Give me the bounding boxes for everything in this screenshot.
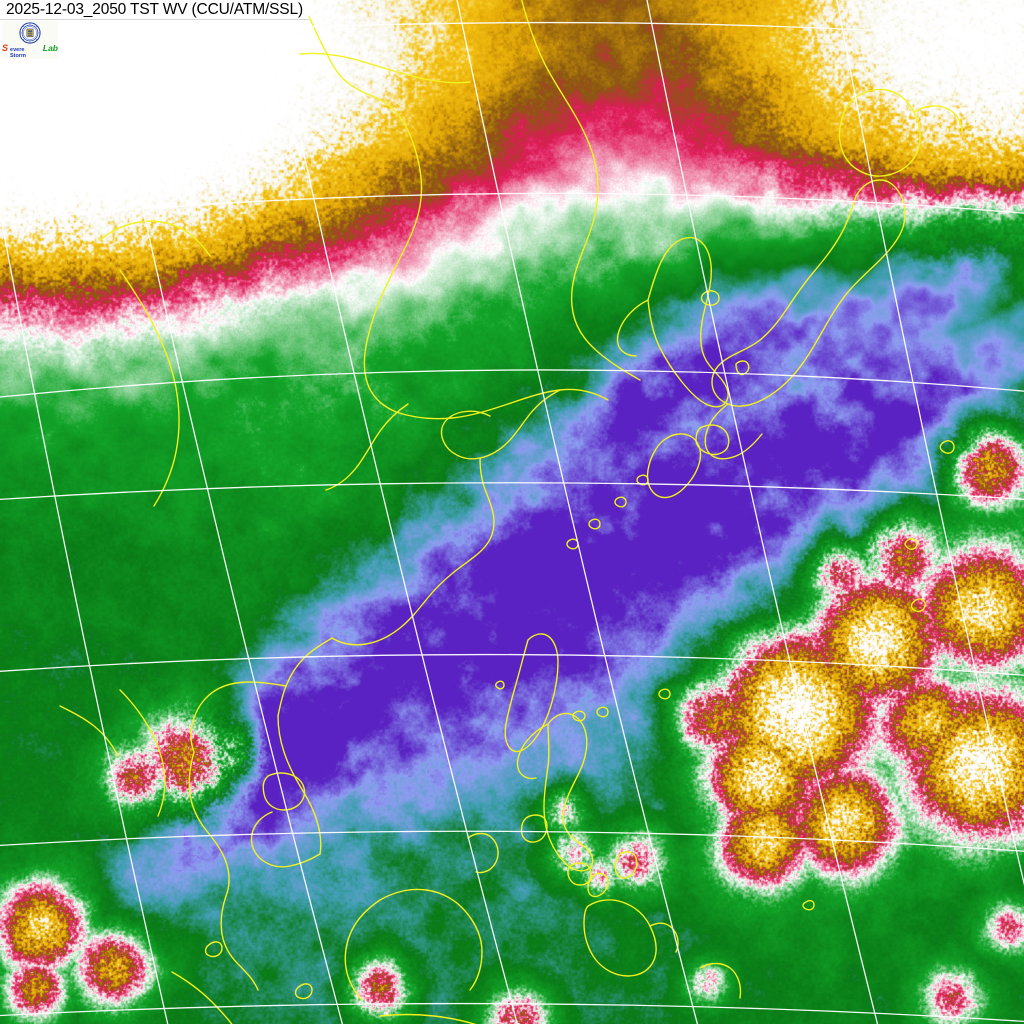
logo-wordmark: S evere Storm Lab (2, 44, 58, 59)
logo-wordmark-prefix: S (2, 43, 9, 53)
page-title: 2025-12-03_2050 TST WV (CCU/ATM/SSL) (6, 0, 303, 18)
logo-wordmark-suffix: Lab (42, 43, 58, 53)
logo-wordmark-middle: evere Storm (10, 47, 26, 59)
ccu-atm-ssl-logo: S evere Storm Lab (2, 21, 58, 59)
product-title-bar: 2025-12-03_2050 TST WV (CCU/ATM/SSL) (0, 0, 309, 20)
university-seal-icon (19, 22, 41, 44)
